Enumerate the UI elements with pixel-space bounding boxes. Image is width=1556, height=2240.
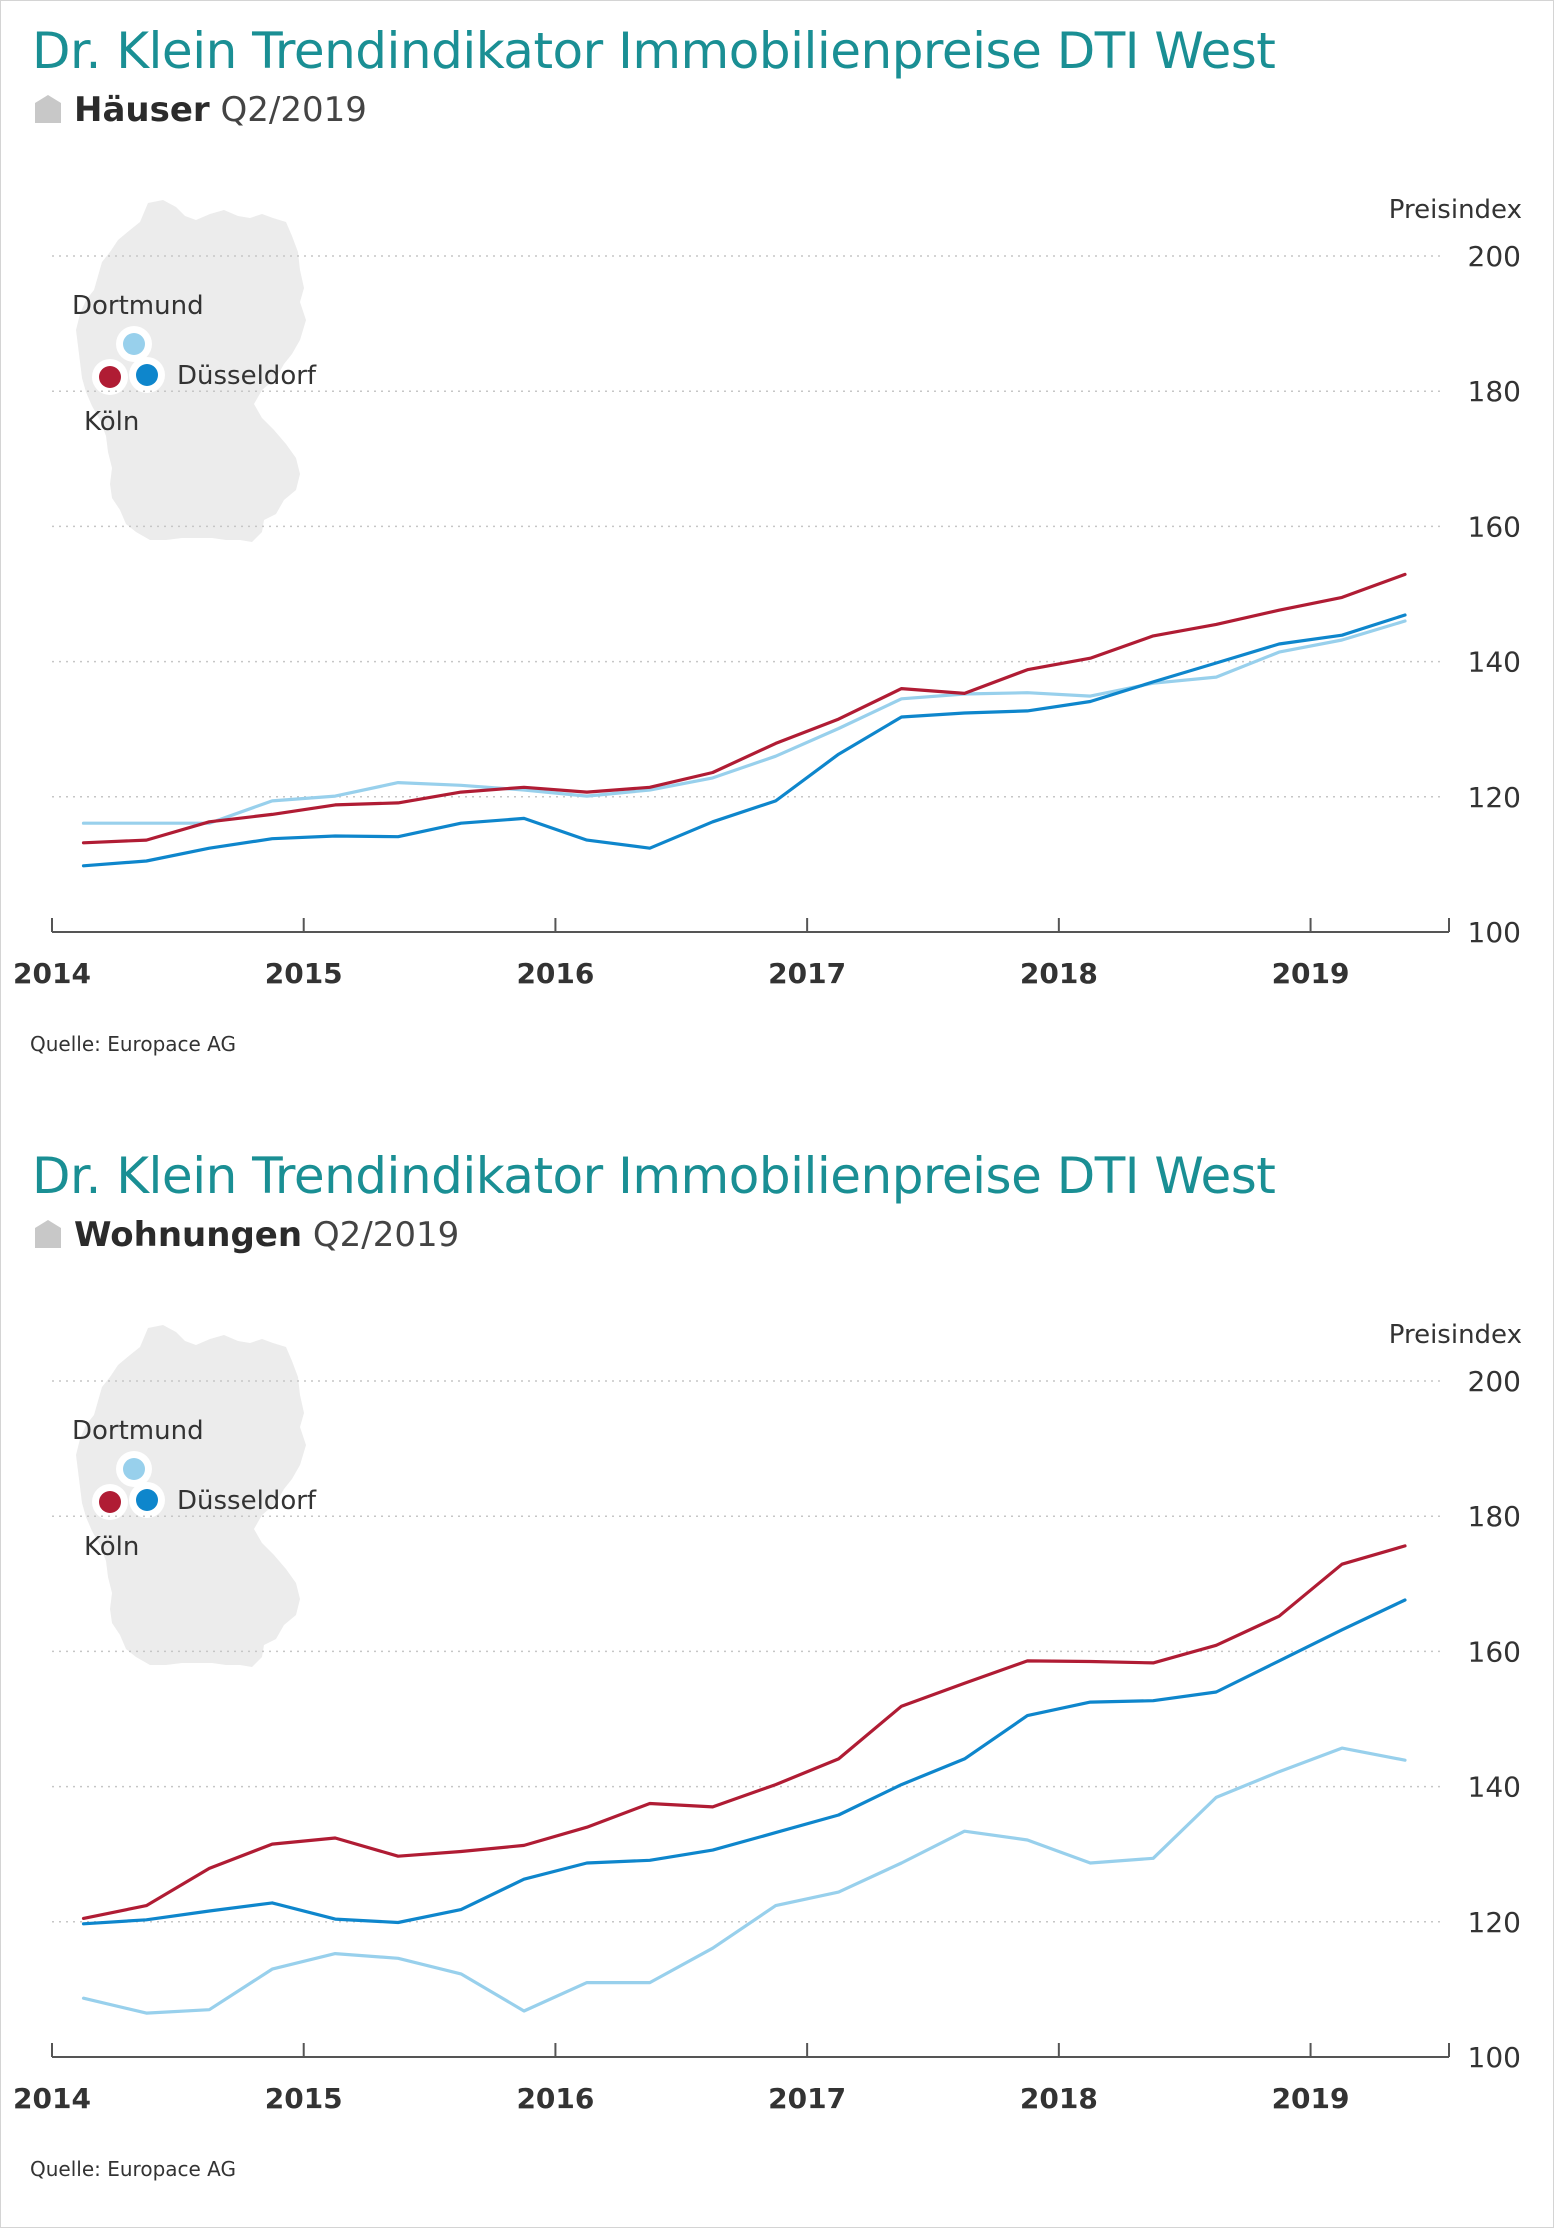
marker-koeln [99,366,121,388]
marker-koeln [99,1491,121,1513]
label-duesseldorf: Düsseldorf [177,1486,317,1516]
label-koeln: Köln [84,407,139,437]
subtitle-period: Q2/2019 [312,1215,460,1255]
subtitle-period: Q2/2019 [220,90,367,130]
y-tick-label-100: 100 [1468,916,1521,949]
x-axis [51,2043,1450,2058]
y-tick-label-200: 200 [1468,240,1521,273]
y-tick-label-120: 120 [1468,1906,1521,1939]
marker-dortmund [123,333,145,355]
x-tick-label-2016: 2016 [516,957,594,990]
source-note: Quelle: Europace AG [30,2157,237,2181]
y-axis-title: Preisindex [1389,1320,1522,1350]
series-line-koeln [81,1544,1407,1921]
chart-title: Dr. Klein Trendindikator Immobilienpreis… [32,22,1276,80]
chart-subtitle: Häuser Q2/2019 [34,90,367,130]
germany-map-icon [76,200,306,542]
marker-duesseldorf [136,364,158,386]
x-tick-label-2014: 2014 [13,957,91,990]
y-tick-label-160: 160 [1468,1635,1521,1668]
x-tick-label-2015: 2015 [265,2082,343,2115]
y-tick-label-140: 140 [1468,646,1521,679]
x-tick-label-2018: 2018 [1020,957,1098,990]
marker-dortmund [123,1458,145,1480]
subtitle-category: Wohnungen [74,1215,303,1255]
x-tick-label-2017: 2017 [768,957,846,990]
label-koeln: Köln [84,1532,139,1562]
line-chart-apartments: Dortmund Düsseldorf Köln 100 120 140 160 180… [13,1320,1522,2115]
series-lines [81,572,1407,868]
gridlines [52,255,1440,798]
axis-labels: 100 120 140 160 180 200 Preisindex 2014 2015 2016… [13,1320,1522,2115]
y-tick-label-180: 180 [1468,375,1521,408]
chart-panel-houses: Dortmund Düsseldorf Köln 100 120 140 160 180… [0,0,1556,1115]
x-tick-label-2015: 2015 [265,957,343,990]
series-line-koeln [81,572,1407,845]
germany-map-icon [76,1325,306,1667]
series-lines [81,1544,1407,2015]
x-tick-label-2019: 2019 [1272,957,1350,990]
y-tick-label-200: 200 [1468,1365,1521,1398]
label-duesseldorf: Düsseldorf [177,361,317,391]
axis-labels: 100 120 140 160 180 200 Preisindex 2014 2015 2016… [13,195,1522,990]
subtitle-category: Häuser [74,90,210,130]
x-tick-label-2018: 2018 [1020,2082,1098,2115]
chart-title: Dr. Klein Trendindikator Immobilienpreis… [32,1147,1276,1205]
x-tick-label-2016: 2016 [516,2082,594,2115]
y-tick-label-180: 180 [1468,1500,1521,1533]
source-note: Quelle: Europace AG [30,1032,237,1056]
series-line-dortmund [81,1746,1407,2015]
house-icon [35,95,61,123]
x-tick-label-2017: 2017 [768,2082,846,2115]
y-axis-title: Preisindex [1389,195,1522,225]
house-icon [35,1220,61,1248]
chart-panel-apartments: Dortmund Düsseldorf Köln 100 120 140 160 180… [0,1125,1556,2240]
y-tick-label-100: 100 [1468,2041,1521,2074]
x-tick-label-2019: 2019 [1272,2082,1350,2115]
gridlines [52,1380,1440,1923]
label-dortmund: Dortmund [72,1416,204,1446]
y-tick-label-140: 140 [1468,1771,1521,1804]
series-line-dortmund [81,619,1407,825]
chart-subtitle: Wohnungen Q2/2019 [34,1215,459,1255]
line-chart-houses: Dortmund Düsseldorf Köln 100 120 140 160 180… [13,195,1522,990]
series-line-duesseldorf [81,1598,1407,1926]
label-dortmund: Dortmund [72,291,204,321]
y-tick-label-120: 120 [1468,781,1521,814]
series-line-duesseldorf [81,613,1407,868]
x-tick-label-2014: 2014 [13,2082,91,2115]
y-tick-label-160: 160 [1468,510,1521,543]
marker-duesseldorf [136,1489,158,1511]
x-axis [51,918,1450,933]
